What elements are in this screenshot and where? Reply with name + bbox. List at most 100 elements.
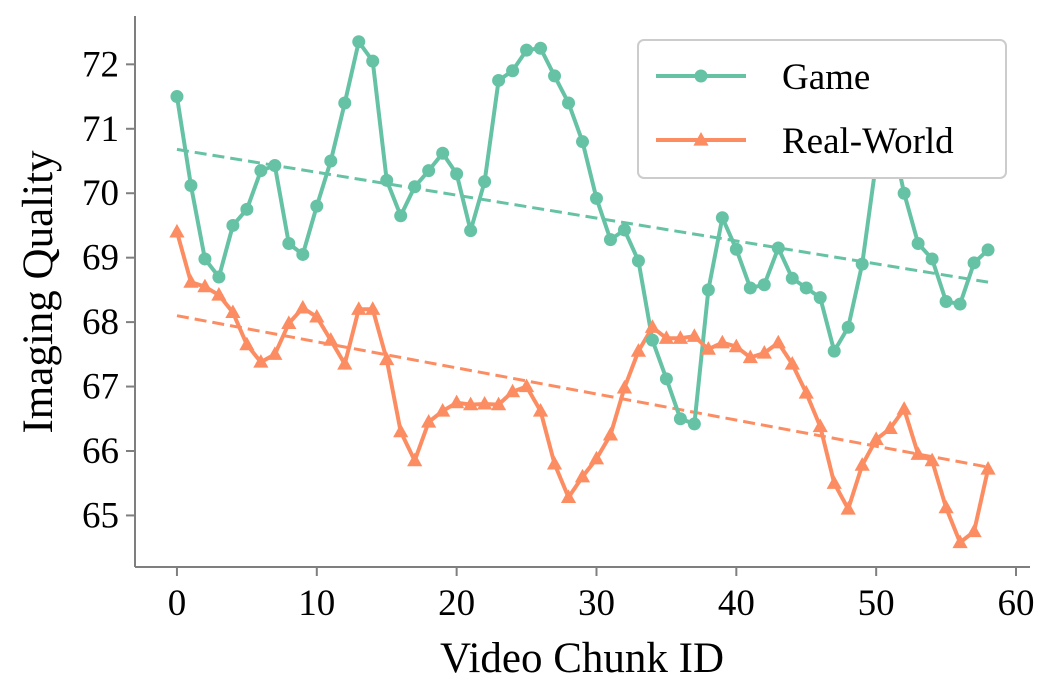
legend: Game Real-World bbox=[637, 39, 1007, 179]
point-real-world bbox=[365, 301, 381, 315]
point-real-world bbox=[323, 332, 339, 346]
point-game bbox=[659, 372, 673, 386]
point-game bbox=[715, 211, 729, 225]
point-game bbox=[254, 164, 268, 178]
point-real-world bbox=[267, 346, 283, 360]
legend-marker-game bbox=[694, 69, 708, 83]
point-real-world bbox=[239, 336, 255, 351]
point-game bbox=[310, 199, 324, 213]
point-game bbox=[939, 294, 953, 308]
legend-label-game: Game bbox=[782, 57, 870, 98]
point-game bbox=[240, 202, 254, 216]
point-game bbox=[436, 146, 450, 160]
point-real-world bbox=[546, 455, 563, 470]
point-real-world bbox=[421, 414, 437, 428]
x-tick-label: 30 bbox=[578, 583, 615, 624]
point-real-world bbox=[798, 385, 814, 399]
point-real-world bbox=[295, 299, 311, 314]
point-game bbox=[296, 247, 310, 261]
point-game bbox=[576, 135, 589, 149]
point-real-world bbox=[211, 287, 227, 301]
point-real-world bbox=[658, 330, 675, 344]
point-real-world bbox=[868, 431, 884, 445]
point-game bbox=[408, 180, 422, 194]
point-real-world bbox=[854, 457, 870, 471]
point-real-world bbox=[714, 334, 730, 349]
point-real-world bbox=[337, 356, 353, 370]
point-game bbox=[911, 236, 925, 250]
point-real-world bbox=[966, 523, 982, 538]
point-game bbox=[226, 218, 240, 232]
point-real-world bbox=[449, 394, 465, 409]
point-real-world bbox=[574, 468, 591, 483]
point-game bbox=[729, 242, 743, 256]
point-real-world bbox=[169, 223, 185, 238]
point-real-world bbox=[742, 349, 758, 364]
point-game bbox=[841, 320, 855, 334]
point-real-world bbox=[379, 351, 395, 366]
point-real-world bbox=[826, 475, 842, 489]
point-game bbox=[534, 41, 548, 55]
point-game bbox=[953, 297, 967, 311]
point-game bbox=[184, 178, 198, 192]
trend-lines bbox=[176, 147, 989, 469]
trendline-game bbox=[176, 147, 989, 284]
point-real-world bbox=[784, 356, 800, 370]
point-game bbox=[338, 96, 352, 110]
point-game bbox=[366, 54, 380, 68]
x-tick-label: 0 bbox=[168, 583, 187, 624]
point-real-world bbox=[351, 301, 367, 315]
x-axis-title: Video Chunk ID bbox=[440, 635, 724, 682]
point-real-world bbox=[588, 450, 605, 465]
point-real-world bbox=[952, 534, 968, 549]
point-game bbox=[701, 283, 715, 297]
point-game bbox=[464, 224, 478, 238]
point-game bbox=[813, 291, 827, 305]
point-game bbox=[380, 173, 394, 187]
point-real-world bbox=[924, 452, 940, 467]
y-tick-label: 67 bbox=[82, 367, 119, 408]
y-tick-label: 70 bbox=[82, 173, 119, 214]
point-game bbox=[198, 252, 212, 266]
point-real-world bbox=[602, 426, 619, 441]
point-game bbox=[631, 254, 645, 268]
legend-label-real-world: Real-World bbox=[782, 121, 954, 162]
x-tick-label: 10 bbox=[298, 583, 335, 624]
point-real-world bbox=[463, 396, 479, 411]
point-real-world bbox=[812, 418, 828, 433]
point-real-world bbox=[938, 499, 954, 514]
point-game bbox=[520, 43, 534, 57]
point-real-world bbox=[477, 395, 493, 410]
point-real-world bbox=[728, 338, 744, 353]
point-game bbox=[673, 412, 687, 426]
x-tick-label: 50 bbox=[858, 583, 895, 624]
point-game bbox=[282, 236, 296, 250]
point-game bbox=[743, 281, 757, 295]
series-line-real-world bbox=[175, 231, 991, 545]
x-tick-label: 60 bbox=[998, 583, 1035, 624]
y-tick-label: 72 bbox=[82, 44, 119, 85]
point-real-world bbox=[532, 403, 549, 417]
point-real-world bbox=[616, 379, 633, 394]
legend-marker-real-world bbox=[693, 132, 709, 146]
point-real-world bbox=[644, 319, 661, 333]
point-game bbox=[422, 164, 436, 178]
point-real-world bbox=[393, 423, 409, 438]
point-game bbox=[967, 256, 981, 270]
point-real-world bbox=[630, 343, 647, 357]
point-game bbox=[352, 35, 366, 49]
point-game bbox=[506, 64, 520, 78]
point-real-world bbox=[840, 501, 856, 515]
point-real-world bbox=[770, 334, 786, 349]
point-game bbox=[450, 167, 464, 181]
point-game bbox=[687, 417, 701, 431]
y-tick-label: 71 bbox=[82, 109, 119, 150]
y-axis-title: Imaging Quality bbox=[15, 150, 62, 434]
point-game bbox=[478, 175, 492, 189]
point-real-world bbox=[756, 345, 772, 359]
point-game bbox=[562, 96, 576, 110]
point-game bbox=[589, 191, 603, 205]
point-real-world bbox=[896, 401, 912, 415]
x-tick-label: 20 bbox=[438, 583, 475, 624]
point-game bbox=[827, 344, 841, 358]
